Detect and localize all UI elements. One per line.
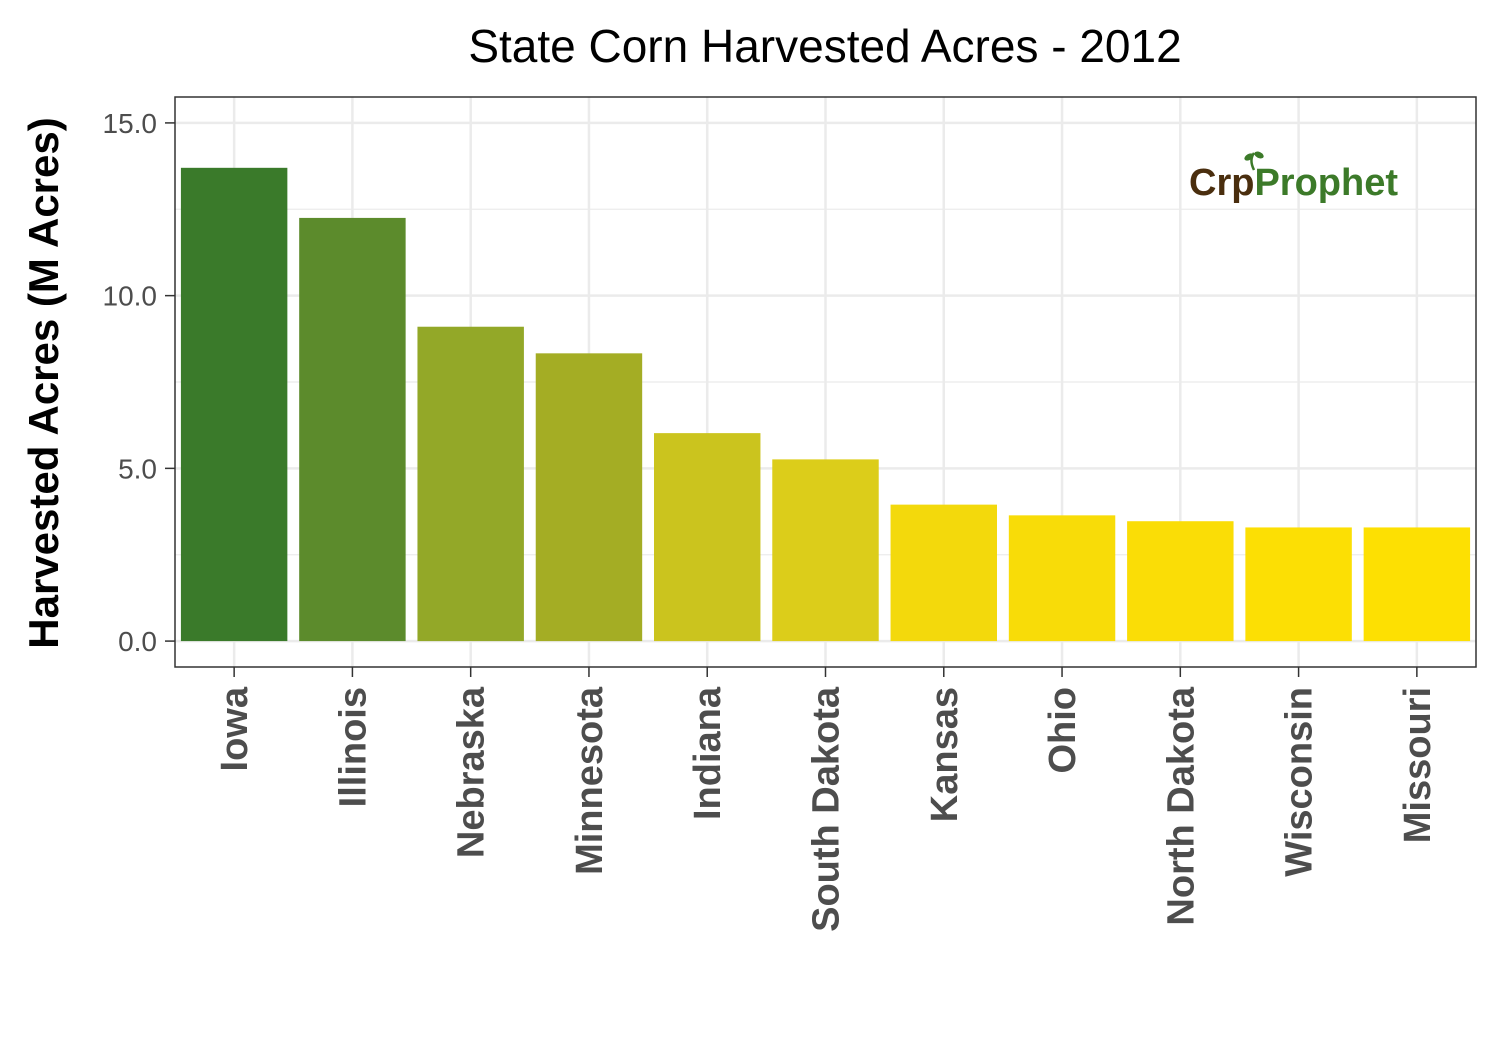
x-tick-label: Iowa [214, 686, 256, 771]
bar-ohio [1008, 515, 1116, 642]
logo-text-dark: Cr [1189, 162, 1231, 204]
logo-text-seed: p [1231, 162, 1254, 204]
cropprophet-logo: CrpProphet [1189, 151, 1398, 204]
x-tick-label: South Dakota [806, 686, 848, 932]
x-tick-label: Missouri [1397, 687, 1439, 843]
x-tick-label: Wisconsin [1279, 687, 1321, 877]
bar-indiana [654, 433, 761, 642]
x-tick-label: Illinois [332, 687, 374, 807]
x-axis: Iowa Illinois Nebraska Minnesota Indiana Sout… [214, 667, 1439, 932]
x-tick-label: Indiana [687, 686, 729, 820]
x-tick-label: North Dakota [1160, 686, 1202, 925]
y-axis-title: Harvested Acres (M Acres) [20, 117, 67, 648]
bars [180, 167, 1471, 642]
x-tick-label: Kansas [924, 687, 966, 822]
y-tick-label: 15.0 [103, 108, 158, 139]
logo-text-green: Prophet [1254, 162, 1398, 204]
bar-iowa [180, 167, 288, 642]
y-tick-label: 10.0 [103, 281, 158, 312]
y-axis: 0.0 5.0 10.0 15.0 [103, 108, 175, 657]
x-tick-label: Ohio [1042, 687, 1084, 774]
bar-illinois [299, 217, 406, 642]
bar-wisconsin [1245, 527, 1352, 642]
bar-kansas [890, 504, 997, 642]
logo-text: CrpProphet [1189, 162, 1398, 204]
bar-missouri [1363, 527, 1471, 642]
bar-north-dakota [1127, 521, 1234, 642]
y-tick-label: 0.0 [118, 626, 157, 657]
chart-title: State Corn Harvested Acres - 2012 [468, 20, 1181, 72]
sprout-icon [1244, 151, 1264, 171]
x-tick-label: Nebraska [451, 686, 493, 858]
bar-minnesota [535, 353, 643, 642]
bar-south-dakota [772, 459, 879, 642]
y-tick-label: 5.0 [118, 453, 157, 484]
x-tick-label: Minnesota [569, 686, 611, 875]
bar-nebraska [417, 326, 524, 642]
